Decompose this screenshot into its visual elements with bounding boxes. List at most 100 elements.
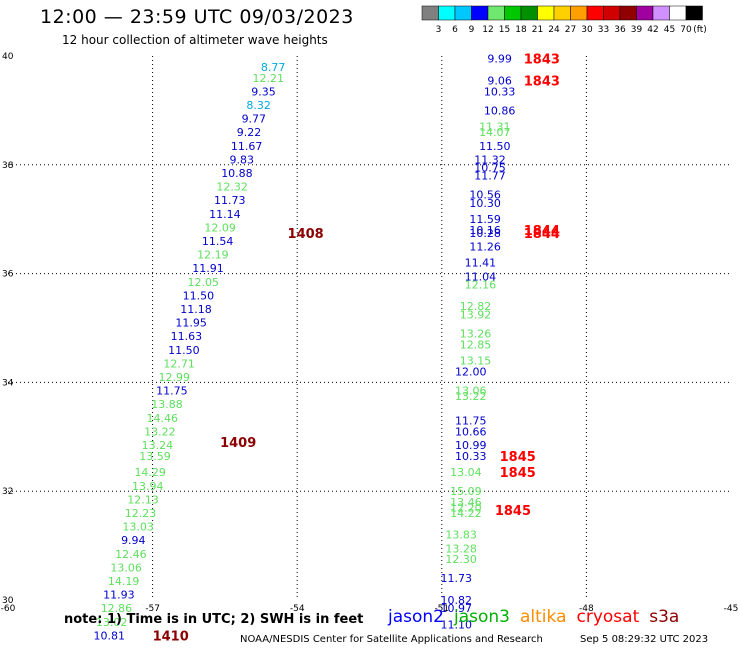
wave-height-value: 13.15 [460,355,492,368]
wave-height-value: 10.86 [484,104,516,117]
wave-height-value: 9.94 [121,534,146,547]
wave-height-value: 10.16 [469,224,501,237]
wave-height-value: 10.88 [221,167,253,180]
satellite-legend-item: cryosat [576,607,640,627]
wave-height-value: 8.77 [261,61,286,74]
y-tick-label: 36 [2,270,14,280]
wave-height-value: 14.22 [450,507,482,520]
wave-height-value: 10.28 [469,227,501,240]
x-tick-label: -60 [1,604,16,614]
wave-height-value: 12.09 [204,221,236,234]
generated-time: Sep 5 08:29:32 UTC 2023 [580,634,709,645]
wave-height-value: 9.22 [237,126,262,139]
satellite-legend-item: jason2 [388,607,444,627]
colorbar-label: 42 [647,25,658,35]
satellite-legend-item: jason3 [454,607,510,627]
wave-height-value: 10.99 [455,439,487,452]
wave-height-value: 12.19 [197,249,229,262]
wave-height-value: 14.46 [146,412,178,425]
wave-height-value: 11.67 [231,140,263,153]
pass-time-label: 1843 [524,74,560,89]
wave-height-value: 11.63 [171,330,203,343]
wave-height-value: 9.99 [487,53,512,66]
wave-height-value: 11.91 [192,262,224,275]
y-tick-label: 40 [2,52,14,62]
colorbar-label: 30 [581,25,593,35]
wave-height-value: 13.22 [144,425,176,438]
x-tick-label: -48 [579,604,594,614]
wave-height-value: 12.05 [187,276,219,289]
wave-height-value: 12.99 [159,371,191,384]
colorbar-unit: (ft) [693,25,707,35]
wave-height-value: 12.32 [216,181,248,194]
x-tick-label: -51 [434,604,449,614]
wave-height-value: 11.50 [479,140,511,153]
wave-height-value: 13.22 [455,390,487,403]
wave-height-value: 11.75 [156,385,188,398]
wave-height-value: 12.85 [460,338,492,351]
colorbar-label: 6 [452,25,458,35]
wave-height-value: 11.77 [474,170,506,183]
wave-height-value: 11.95 [175,317,207,330]
x-tick-label: -54 [290,604,305,614]
wave-height-value: 10.56 [469,189,501,202]
y-tick-label: 30 [2,596,14,606]
colorbar-label: 3 [436,25,442,35]
wave-height-value: 13.06 [110,561,142,574]
wave-height-value: 11.26 [469,240,501,253]
wave-height-value: 12.23 [125,507,157,520]
wave-height-value: 10.82 [441,594,473,607]
colorbar-label: 27 [565,25,576,35]
satellite-legend-item: altika [520,607,567,627]
colorbar-label: 33 [598,25,609,35]
wave-height-value: 13.04 [450,466,482,479]
wave-height-value: 10.75 [474,162,506,175]
wave-height-value: 13.26 [460,327,492,340]
x-tick-label: -45 [724,604,739,614]
y-tick-label: 32 [2,487,13,497]
wave-height-colorbar: 3 6 9 12 15 18 21 24 27 30 33 36 39 42 45 70 (ft) [421,5,707,35]
colorbar-label: 36 [614,25,626,35]
pass-time-label: 1844 [524,224,560,239]
x-tick-label: -57 [145,604,160,614]
wave-height-value: 13.46 [450,496,482,509]
wave-height-value: 12.46 [115,548,147,561]
wave-height-value: 10.66 [455,425,487,438]
wave-height-value: 12.00 [455,366,487,379]
wave-height-value: 11.50 [168,344,200,357]
wave-height-value: 9.77 [242,113,267,126]
chart-title: 12:00 — 23:59 UTC 09/03/2023 [40,6,354,28]
wave-height-value: 13.83 [445,529,477,542]
wave-height-value: 15.09 [450,485,482,498]
colorbar-label: 18 [515,25,527,35]
wave-height-value: 11.32 [474,153,506,166]
colorbar-label: 39 [631,25,643,35]
wave-height-value: 11.04 [465,270,497,283]
pass-time-label: 1845 [500,450,536,465]
satellite-legend-item: s3a [649,607,680,627]
wave-height-value: 11.31 [479,121,511,134]
pass-time-label: 1845 [495,504,531,519]
wave-height-value: 11.50 [183,289,215,302]
wave-height-value: 14.29 [134,466,166,479]
wave-height-value: 11.73 [214,194,246,207]
wave-height-value: 12.21 [253,72,285,85]
wave-height-value: 11.14 [209,208,241,221]
wave-height-value: 11.41 [465,257,497,270]
wave-height-value: 11.75 [455,414,487,427]
wave-height-value: 12.20 [450,502,482,515]
pass-time-label: 1844 [524,227,560,242]
pass-time-label: 1843 [524,53,560,68]
wave-height-value: 10.33 [455,450,487,463]
wave-height-value: 11.10 [441,618,473,631]
wave-height-value: 11.93 [103,589,135,602]
colorbar-label: 45 [664,25,675,35]
wave-height-value: 11.73 [441,572,473,585]
wave-height-value: 13.59 [139,450,171,463]
wave-height-value: 10.97 [441,602,473,615]
colorbar-label: 21 [532,25,543,35]
y-tick-label: 34 [2,378,14,388]
wave-height-value: 13.02 [96,616,128,629]
colorbar-swatch [685,5,703,21]
